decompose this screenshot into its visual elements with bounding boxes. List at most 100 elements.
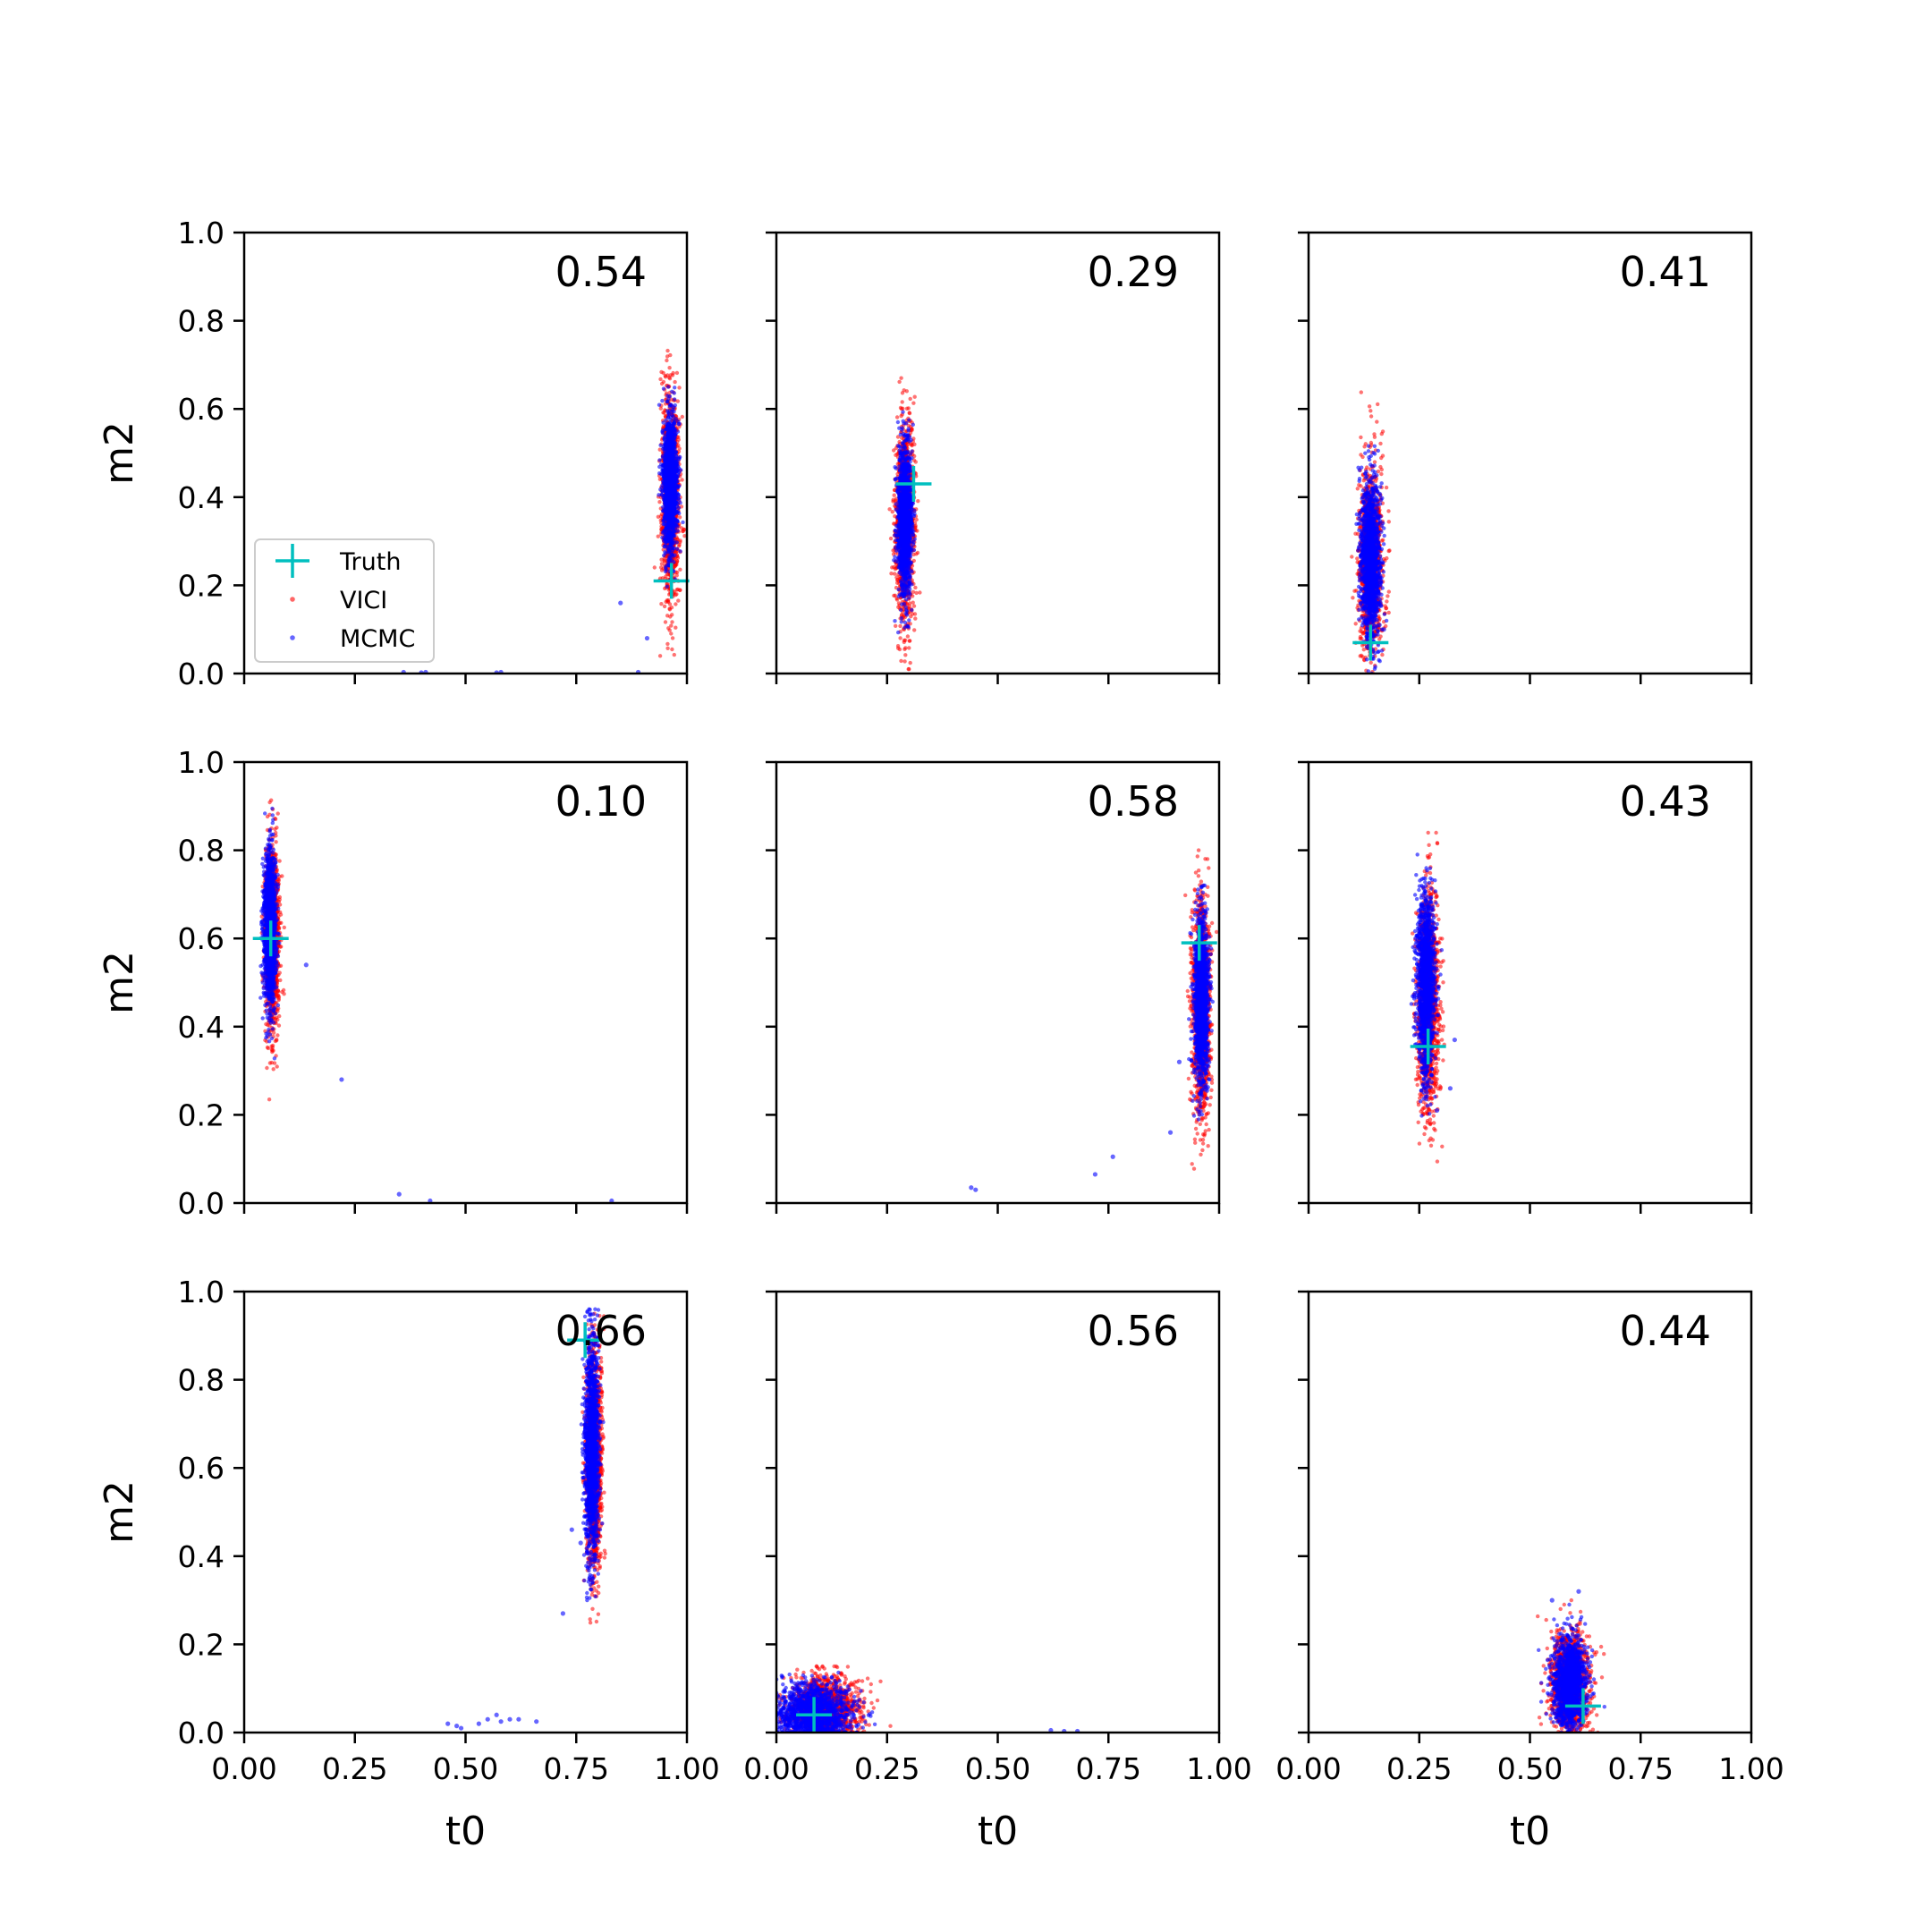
mcmc-point (675, 529, 680, 533)
vici-point (665, 599, 670, 604)
vici-point (900, 391, 905, 395)
vici-point (667, 366, 672, 370)
vici-point (912, 442, 917, 446)
mcmc-point (671, 461, 675, 465)
vici-point (670, 373, 675, 377)
panel-points (401, 348, 687, 674)
y-tick-label: 1.0 (178, 216, 225, 250)
mcmc-point (666, 506, 671, 512)
mcmc-point (671, 517, 675, 521)
mcmc-point (663, 515, 668, 521)
vici-point (652, 565, 657, 570)
mcmc-point (658, 443, 663, 447)
mcmc-point (658, 487, 663, 492)
vici-point (911, 552, 916, 557)
vici-point (913, 616, 918, 621)
mcmc-point (673, 427, 677, 432)
mcmc-point (664, 495, 669, 499)
vici-point (892, 448, 896, 453)
vici-point (676, 443, 681, 448)
mcmc-point (679, 468, 683, 472)
mcmc-point (674, 500, 679, 504)
vici-point (894, 597, 900, 602)
vici-point (888, 536, 894, 541)
mcmc-point (666, 521, 671, 526)
vici-point (898, 405, 903, 411)
mcmc-point (681, 520, 685, 525)
mcmc-point (907, 596, 911, 600)
vici-point (657, 500, 662, 504)
vici-point (908, 660, 912, 665)
mcmc-point (673, 553, 677, 557)
mcmc-point (665, 468, 669, 472)
mcmc-point (667, 530, 672, 534)
mcmc-point (666, 428, 672, 434)
mcmc-point (894, 466, 898, 470)
vici-point (911, 401, 916, 405)
vici-point (676, 598, 681, 603)
mcmc-point (672, 504, 676, 509)
legend-label: MCMC (340, 625, 415, 653)
vici-point (906, 406, 911, 411)
legend-label: Truth (339, 548, 401, 576)
panel-points (887, 376, 922, 672)
mcmc-point (644, 635, 650, 641)
y-tick-label: 0.2 (178, 568, 225, 603)
mcmc-point (895, 419, 901, 425)
vici-point (657, 447, 662, 452)
vici-point (662, 604, 667, 609)
mcmc-point (673, 402, 677, 408)
mcmc-point (665, 421, 670, 427)
vici-point (674, 588, 679, 592)
mcmc-point (670, 488, 674, 493)
vici-point (902, 638, 907, 643)
vici-point (668, 614, 673, 619)
mcmc-point (673, 486, 677, 490)
vici-point (897, 379, 902, 385)
mcmc-point (912, 537, 917, 541)
y-tick-label: 0.6 (178, 392, 225, 427)
mcmc-point (660, 466, 665, 470)
vici-point (912, 394, 917, 399)
vici-point (907, 666, 911, 672)
mcmc-point (663, 446, 667, 451)
vici-point (670, 647, 674, 652)
vici-point (911, 604, 917, 608)
panel-2: 0.29 (766, 231, 1221, 684)
vici-point (667, 607, 673, 612)
mcmc-point (671, 546, 675, 551)
vici-point (895, 435, 901, 439)
mcmc-point (672, 524, 676, 530)
vici-point (905, 634, 911, 639)
vici-point (673, 379, 677, 385)
mcmc-point (672, 397, 677, 402)
vici-point (674, 625, 678, 630)
vici-point (667, 628, 672, 632)
vici-point (894, 623, 898, 628)
mcmc-point (664, 525, 669, 530)
vici-point (665, 646, 670, 650)
mcmc-point (674, 417, 678, 421)
mcmc-point (667, 525, 673, 530)
mcmc-point (670, 389, 674, 394)
vici-point (902, 647, 907, 651)
vici-point (893, 572, 897, 576)
vici-point (661, 411, 665, 415)
mcmc-point (660, 398, 665, 403)
vici-point (678, 539, 682, 545)
mcmc-point (662, 458, 667, 463)
vici-point (667, 602, 673, 606)
mcmc-point (674, 519, 680, 523)
vici-point (669, 631, 674, 636)
mcmc-point (662, 544, 666, 549)
mcmc-point (666, 557, 671, 563)
mcmc-point (660, 455, 665, 460)
vici-point (898, 623, 902, 629)
mcmc-point (664, 538, 669, 544)
mcmc-point (668, 503, 673, 507)
mcmc-point (667, 515, 672, 520)
vici-point (910, 427, 914, 431)
